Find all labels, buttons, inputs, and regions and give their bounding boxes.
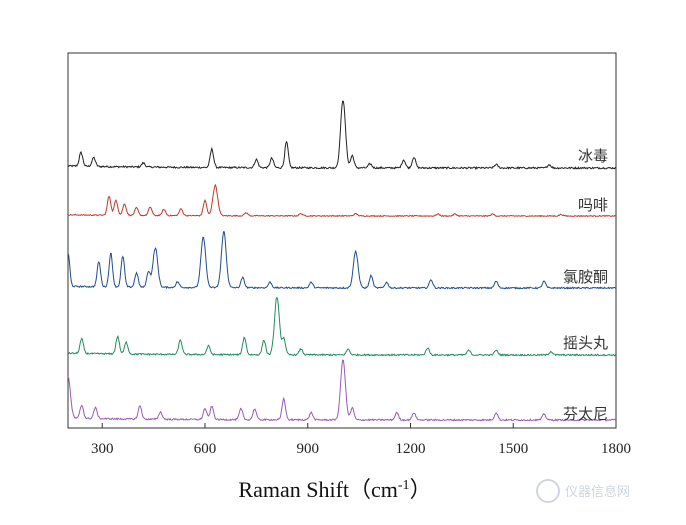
plot-frame [67, 52, 617, 429]
x-tick-label-300: 300 [91, 441, 114, 457]
x-tick-label-900: 900 [297, 441, 320, 457]
x-tick-label-1200: 1200 [396, 441, 426, 457]
spectrum-line-5 [67, 359, 617, 422]
spectrum-line-3 [67, 231, 617, 290]
spectrum-line-1 [67, 100, 617, 171]
series-label-5: 芬太尼 [563, 405, 608, 423]
x-axis-ticks: 300 600 900 1200 1500 1800 [91, 423, 631, 457]
spectra-group [67, 100, 617, 422]
watermark: 仪器信息网 [536, 479, 630, 503]
spectrum-line-2 [67, 183, 617, 218]
x-tick-label-600: 600 [194, 441, 217, 457]
x-tick-label-1800: 1800 [601, 441, 631, 457]
watermark-logo-icon [536, 479, 560, 503]
series-label-4: 摇头丸 [563, 334, 608, 352]
x-tick-label-1500: 1500 [498, 441, 528, 457]
spectrum-line-4 [68, 296, 617, 357]
watermark-text: 仪器信息网 [565, 484, 630, 500]
x-axis-title: Raman Shift（cm-1） [238, 477, 431, 502]
series-label-1: 冰毒 [578, 147, 608, 165]
series-label-3: 氯胺酮 [563, 268, 608, 286]
series-label-2: 吗啡 [578, 196, 608, 214]
